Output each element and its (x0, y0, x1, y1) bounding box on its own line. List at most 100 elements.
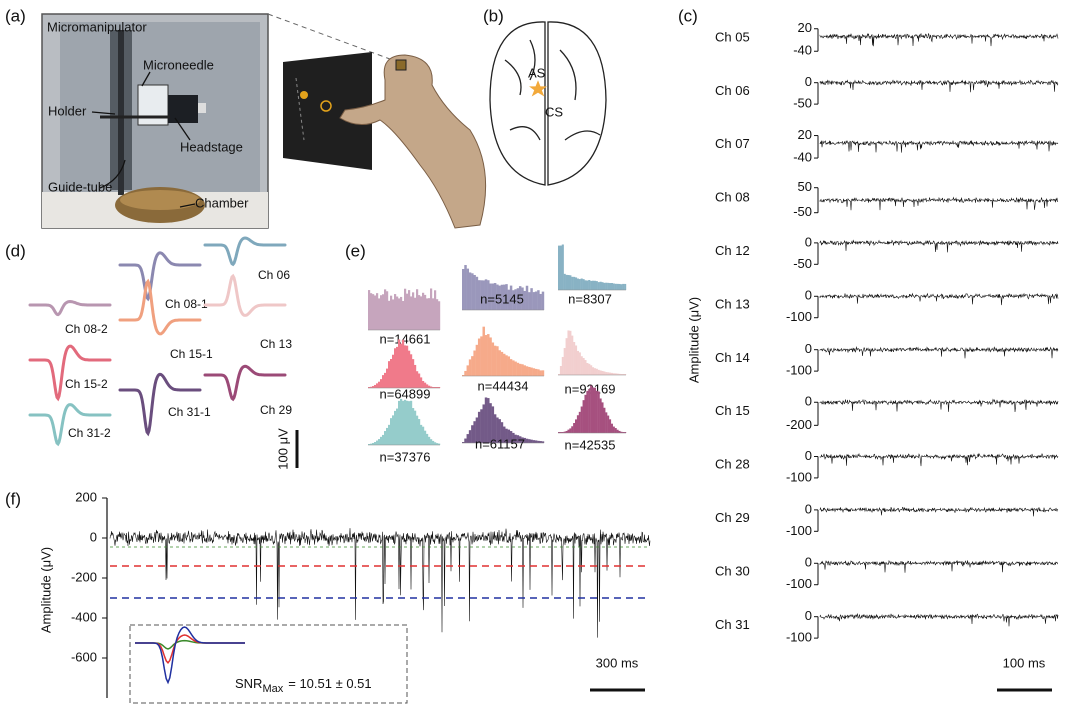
histogram-bar (559, 245, 562, 290)
channel-name: Ch 31 (715, 617, 750, 632)
histogram-bar (537, 440, 540, 443)
histogram-bar (567, 429, 570, 433)
y-tick-label: 50 (798, 179, 812, 194)
y-tick-label: 0 (805, 288, 812, 303)
histogram-bar (432, 440, 435, 445)
histogram-bar (620, 284, 623, 290)
histogram-bar (386, 368, 389, 388)
histogram-bar (390, 418, 393, 445)
histogram-bar (368, 444, 371, 445)
waveform-label: Ch 06 (258, 268, 290, 282)
histogram-bar (491, 342, 495, 376)
y-tick-label: 0 (805, 341, 812, 356)
histogram-bar (580, 278, 583, 290)
histogram-label: n=14661 (380, 331, 431, 346)
histogram-bar (372, 442, 375, 445)
histogram-bar (599, 398, 602, 433)
histogram-bar (384, 431, 387, 445)
waveform-label: Ch 08-2 (65, 322, 108, 336)
histogram-bar (420, 296, 423, 330)
histogram-bar (430, 386, 433, 388)
histogram-bar (563, 273, 566, 290)
monkey-illustration (283, 52, 487, 229)
histogram-bar (575, 419, 578, 433)
histogram-bar (514, 361, 517, 376)
histogram-bar (414, 364, 417, 388)
histogram-bar (507, 356, 511, 376)
histogram-bar (408, 350, 411, 388)
histogram-bar (541, 291, 545, 310)
histogram-label: n=61157 (475, 436, 525, 451)
histogram-bar (523, 437, 526, 443)
channel-name: Ch 08 (715, 190, 750, 205)
histogram-bar (484, 397, 488, 443)
waveform (203, 364, 287, 402)
histogram-bar (434, 387, 437, 388)
channel-name: Ch 30 (715, 563, 750, 578)
histogram-bar (500, 351, 504, 376)
histogram-bar (575, 277, 578, 290)
histogram-bar (471, 425, 474, 443)
histogram-bar (597, 391, 600, 433)
y-tick-label: -100 (786, 576, 812, 591)
trace (819, 559, 1059, 573)
panel-label: (d) (5, 241, 26, 260)
histogram-bar (624, 283, 627, 290)
histogram-bar (372, 386, 375, 388)
histogram-bar (402, 400, 405, 445)
histogram-bar (402, 339, 405, 388)
histogram-bar (565, 274, 568, 290)
histogram-bar (528, 366, 531, 376)
histogram-bar (408, 290, 411, 330)
histogram-bar (607, 282, 610, 290)
histogram-bar (503, 284, 506, 310)
scale-bar-label: 100 ms (1003, 655, 1046, 670)
histogram-bar (565, 430, 568, 433)
histogram-bar (382, 375, 385, 388)
trace (819, 506, 1059, 517)
histogram-bar (428, 385, 431, 388)
histogram-bar (588, 388, 591, 433)
histogram-bar (534, 291, 538, 310)
y-tick-label: -600 (71, 649, 97, 664)
histogram-bar (584, 394, 587, 433)
histogram-bar (605, 372, 608, 375)
histogram-bar (378, 298, 381, 330)
histogram-bar (430, 439, 433, 445)
snr-subscript: Max (262, 683, 283, 695)
histogram-bar (493, 283, 497, 310)
histogram-bar (475, 276, 479, 310)
histogram-bar (462, 442, 465, 443)
snr-text: SNRMax = 10.51 ± 0.51 (235, 676, 372, 694)
histogram-bar (414, 297, 417, 330)
histogram-bar (482, 280, 485, 310)
y-axis-label: Amplitude (μV) (686, 297, 701, 383)
histogram-bar (410, 400, 413, 445)
histogram-bar (614, 283, 617, 290)
photo-label: Micromanipulator (47, 19, 147, 34)
y-tick-label: -50 (793, 204, 812, 219)
histogram-bar (496, 346, 499, 376)
histogram-bar (471, 273, 474, 310)
trace (819, 346, 1059, 359)
histogram-bar (500, 422, 504, 443)
histogram-bar (561, 244, 564, 290)
histogram-bar (434, 290, 437, 330)
y-tick-label: 0 (805, 555, 812, 570)
histogram-bar (528, 292, 531, 310)
histogram-bar (380, 436, 383, 445)
histogram-bar (368, 387, 371, 388)
waveform (28, 344, 112, 402)
histogram-bar (593, 387, 596, 433)
histogram-bar (424, 430, 427, 445)
histogram-bar (605, 282, 608, 290)
histogram-bar (420, 424, 423, 445)
histogram-bar (528, 439, 531, 443)
waveform-label: Ch 15-2 (65, 377, 108, 391)
photo-label: Guide-tube (48, 179, 112, 194)
histogram-bar (521, 437, 524, 443)
histogram-bar (569, 275, 572, 290)
histogram-bar (498, 350, 501, 376)
histogram-bar (521, 364, 524, 376)
y-tick-label: -200 (71, 569, 97, 584)
